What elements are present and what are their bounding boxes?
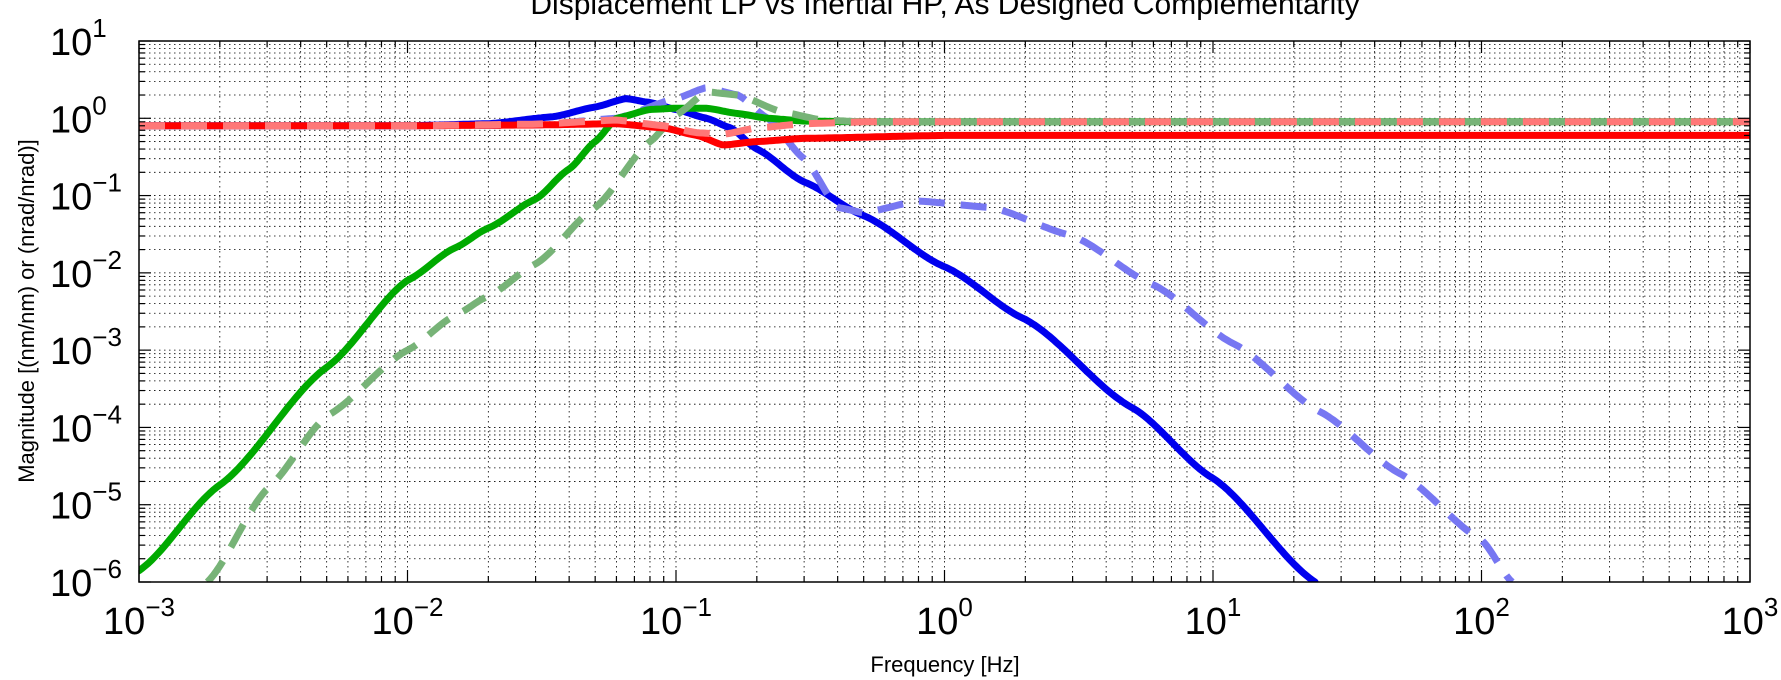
y-axis-label: Magnitude [(nm/nm) or (nrad/nrad)] xyxy=(14,139,39,483)
y-tick-label: 10−6 xyxy=(50,554,122,605)
y-tick-label: 10−1 xyxy=(50,168,122,219)
x-tick-label: 103 xyxy=(1722,592,1779,643)
axis-ticks xyxy=(138,40,1751,583)
x-tick-label: 101 xyxy=(1185,592,1242,643)
series-line-6 xyxy=(139,116,1750,138)
y-tick-label: 101 xyxy=(50,13,107,64)
x-tick-label: 10−2 xyxy=(372,592,444,643)
x-axis-label: Frequency [Hz] xyxy=(870,652,1019,677)
x-tick-label: 10−1 xyxy=(640,592,712,643)
x-tick-label: 10−3 xyxy=(103,592,175,643)
series-group xyxy=(139,84,1750,582)
y-tick-label: 10−2 xyxy=(50,245,122,296)
x-tick-label: 100 xyxy=(916,592,973,643)
y-tick-label: 10−5 xyxy=(50,477,122,528)
x-tick-label: 102 xyxy=(1453,592,1510,643)
tick-labels: 10−3 10−2 10−1 100 101 102 103 10−6 10−5 10−4 10−3… xyxy=(50,13,1778,643)
y-tick-label: 100 xyxy=(50,90,107,141)
y-tick-label: 10−3 xyxy=(50,322,122,373)
y-tick-label: 10−4 xyxy=(50,399,122,450)
chart-title: Displacement LP vs Inertial HP, As Desig… xyxy=(530,0,1359,21)
